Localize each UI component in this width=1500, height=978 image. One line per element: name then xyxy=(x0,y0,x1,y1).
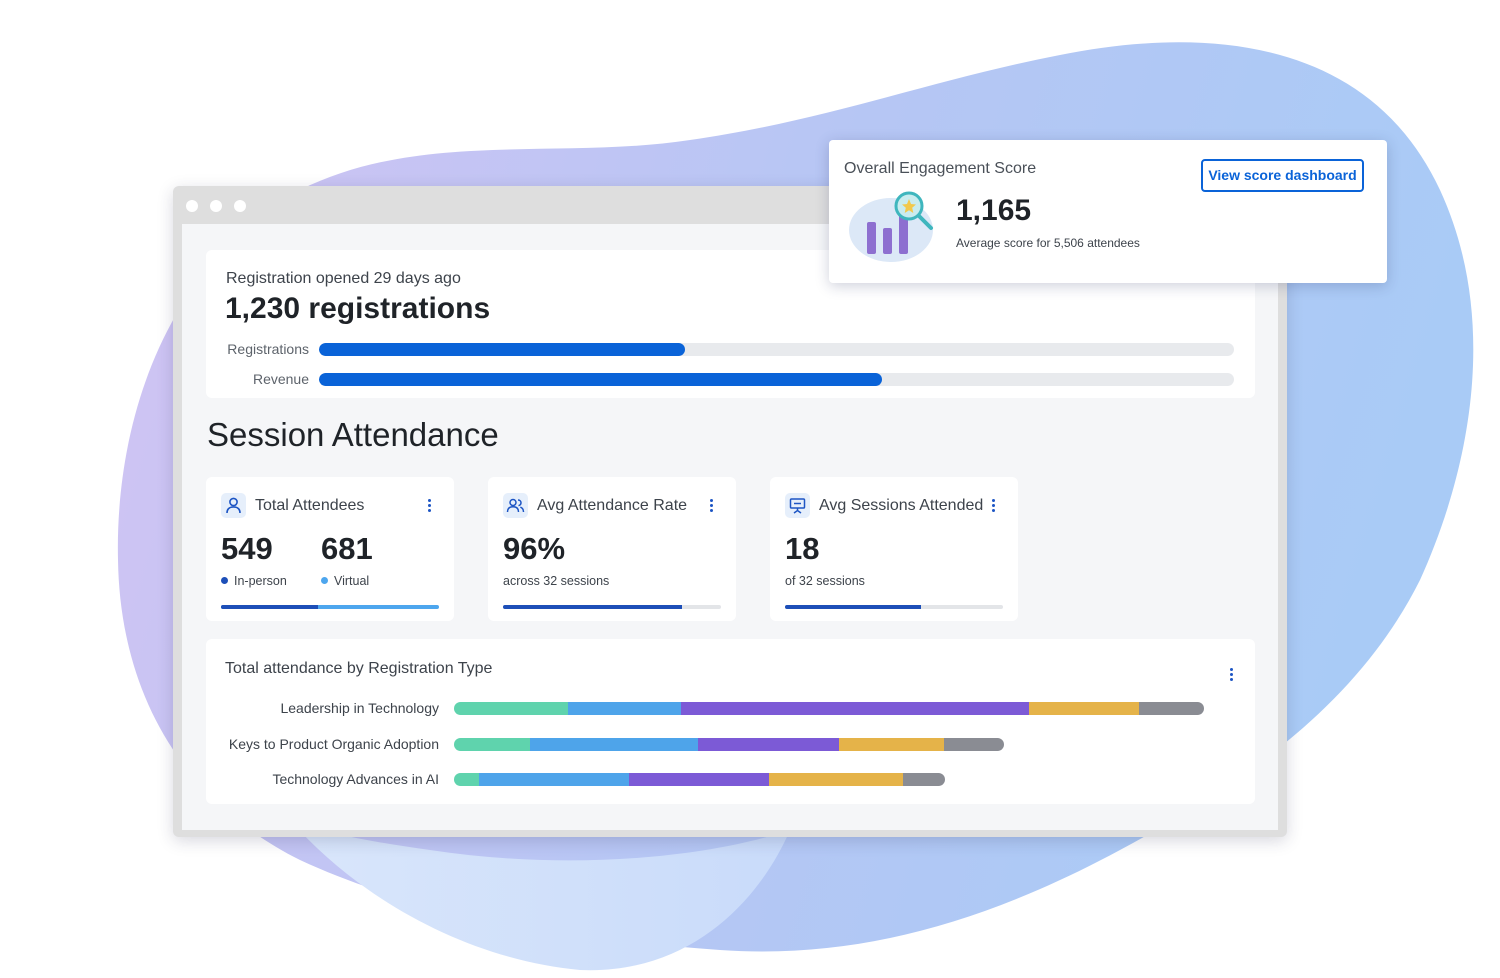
segment-purple xyxy=(629,773,770,786)
attendance-by-type-menu-icon[interactable] xyxy=(1226,666,1236,684)
stacked-bar xyxy=(454,702,1204,715)
avg-attendance-rate-fill xyxy=(503,605,682,609)
in-person-bar-fill xyxy=(221,605,319,609)
segment-purple xyxy=(697,738,840,751)
row-label: Leadership in Technology xyxy=(280,700,439,716)
total-attendees-menu-icon[interactable] xyxy=(424,497,434,515)
revenue-bar-track xyxy=(319,373,1234,386)
engagement-chart-illustration-icon xyxy=(849,191,933,262)
avg-sessions-attended-value: 18 xyxy=(785,531,820,566)
person-icon xyxy=(221,493,246,518)
registration-count: 1,230 registrations xyxy=(225,292,491,325)
in-person-legend: In-person xyxy=(221,574,287,588)
presentation-icon xyxy=(785,493,810,518)
virtual-legend: Virtual xyxy=(321,574,369,588)
window-titlebar xyxy=(173,186,1287,224)
engagement-score-value: 1,165 xyxy=(956,194,1032,227)
segment-purple xyxy=(680,702,1030,715)
people-icon xyxy=(503,493,528,518)
registration-subtitle: Registration opened 29 days ago xyxy=(226,270,461,287)
avg-sessions-attended-caption: of 32 sessions xyxy=(785,574,865,588)
avg-sessions-attended-card: Avg Sessions Attended 18 of 32 sessions xyxy=(770,477,1018,621)
window-dot-minimize[interactable] xyxy=(210,200,222,212)
segment-gray xyxy=(1138,702,1204,715)
revenue-bar-label: Revenue xyxy=(252,371,309,387)
browser-window: Registration opened 29 days ago 1,230 re… xyxy=(173,186,1287,837)
avg-attendance-menu-icon[interactable] xyxy=(706,497,716,515)
in-person-dot xyxy=(221,577,228,584)
dashboard-content: Registration opened 29 days ago 1,230 re… xyxy=(182,224,1278,830)
registrations-bar-track xyxy=(319,343,1234,356)
avg-attendance-rate-title: Avg Attendance Rate xyxy=(537,497,688,514)
section-title: Session Attendance xyxy=(207,416,499,453)
segment-teal xyxy=(454,738,530,751)
row-label: Keys to Product Organic Adoption xyxy=(228,736,439,752)
in-person-label: In-person xyxy=(234,574,287,588)
total-attendees-title: Total Attendees xyxy=(255,497,365,514)
avg-sessions-menu-icon[interactable] xyxy=(988,497,998,515)
total-attendees-card: Total Attendees 549 681 In-person Virtua… xyxy=(206,477,454,621)
segment-yellow xyxy=(839,738,944,751)
virtual-dot xyxy=(321,577,328,584)
virtual-value: 681 xyxy=(321,531,373,566)
segment-teal xyxy=(454,773,480,786)
segment-teal xyxy=(454,702,568,715)
segment-blue xyxy=(479,773,630,786)
virtual-label: Virtual xyxy=(334,574,370,588)
attendees-split-bar xyxy=(221,605,439,609)
stacked-bar xyxy=(454,773,946,786)
segment-blue xyxy=(529,738,698,751)
window-dot-close[interactable] xyxy=(186,200,198,212)
avg-attendance-rate-bar xyxy=(503,605,721,609)
in-person-value: 549 xyxy=(221,531,273,566)
avg-sessions-attended-fill xyxy=(785,605,922,609)
registrations-bar-fill xyxy=(319,343,685,356)
engagement-score-card: Overall Engagement Score View score dash… xyxy=(829,140,1387,283)
avg-attendance-rate-caption: across 32 sessions xyxy=(503,574,610,588)
avg-sessions-attended-bar xyxy=(785,605,1003,609)
attendance-by-type-card: Total attendance by Registration Type Le… xyxy=(206,639,1255,804)
stacked-bar xyxy=(454,738,1004,751)
avg-attendance-rate-value: 96% xyxy=(503,531,566,566)
registrations-bar-label: Registrations xyxy=(227,341,309,357)
view-score-dashboard-button[interactable]: View score dashboard xyxy=(1201,159,1364,192)
window-dot-maximize[interactable] xyxy=(234,200,246,212)
revenue-bar-fill xyxy=(319,373,882,386)
attendance-by-type-title: Total attendance by Registration Type xyxy=(225,660,493,677)
segment-gray xyxy=(943,738,1004,751)
segment-yellow xyxy=(769,773,903,786)
engagement-title: Overall Engagement Score xyxy=(844,160,1037,177)
row-label: Technology Advances in AI xyxy=(272,771,439,787)
segment-yellow xyxy=(1029,702,1139,715)
avg-attendance-rate-card: Avg Attendance Rate 96% across 32 sessio… xyxy=(488,477,736,621)
avg-sessions-attended-title: Avg Sessions Attended xyxy=(819,497,984,514)
engagement-score-caption: Average score for 5,506 attendees xyxy=(956,236,1140,250)
segment-blue xyxy=(568,702,681,715)
segment-gray xyxy=(902,773,946,786)
